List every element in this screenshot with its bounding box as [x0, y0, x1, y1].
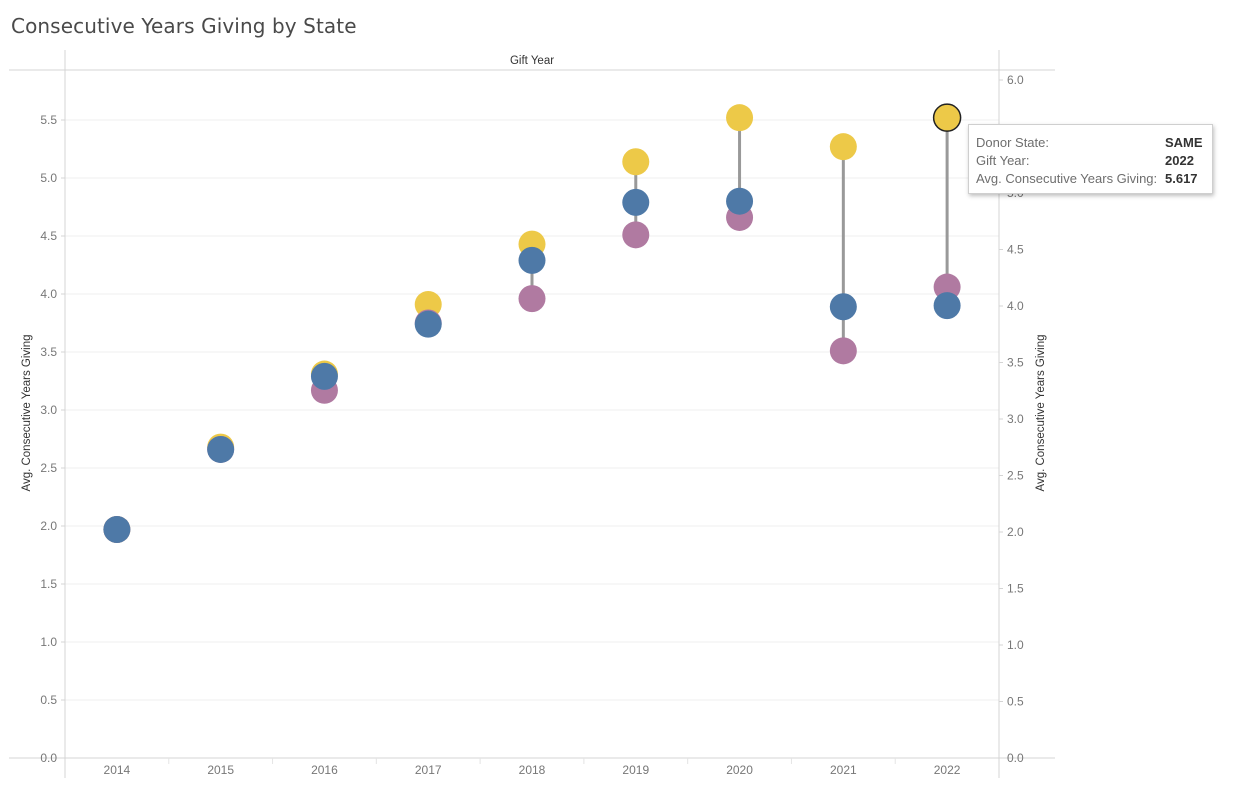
left-tick-label: 5.5	[40, 113, 57, 127]
left-tick-label: 3.5	[40, 345, 57, 359]
right-tick-label: 2.5	[1007, 469, 1024, 483]
tooltip-row-avg-years: Avg. Consecutive Years Giving: 5.617	[976, 170, 1198, 186]
x-tick-label: 2020	[726, 763, 753, 777]
tooltip-row-donor-state: Donor State: SAME	[976, 134, 1203, 150]
chart-frame	[9, 50, 1055, 778]
data-point	[310, 362, 338, 390]
x-tick-label: 2019	[622, 763, 649, 777]
gridlines	[65, 119, 999, 759]
data-point	[414, 310, 442, 338]
data-point	[726, 104, 754, 132]
right-tick-label: 2.0	[1007, 525, 1024, 539]
right-tick-label: 3.5	[1007, 356, 1024, 370]
right-tick-label: 4.0	[1007, 299, 1024, 313]
x-tick-label: 2017	[415, 763, 442, 777]
x-tick-label: 2016	[311, 763, 338, 777]
column-header: Gift Year	[510, 55, 554, 67]
x-tick-label: 2018	[519, 763, 546, 777]
left-tick-label: 2.0	[40, 519, 57, 533]
right-tick-label: 3.0	[1007, 412, 1024, 426]
data-point	[622, 221, 650, 249]
data-point	[829, 293, 857, 321]
chart-title: Consecutive Years Giving by State	[11, 14, 357, 38]
data-point	[933, 292, 961, 320]
data-point	[518, 246, 546, 274]
x-tick-label: 2021	[830, 763, 857, 777]
left-tick-label: 0.0	[40, 751, 57, 765]
left-tick-label: 0.5	[40, 693, 57, 707]
x-tick-label: 2015	[207, 763, 234, 777]
left-tick-label: 4.0	[40, 287, 57, 301]
data-point	[829, 337, 857, 365]
data-point	[207, 435, 235, 463]
x-axis-ticks: 2014 2015 2016 2017 2018 2019 2020 2021 2022	[104, 758, 961, 777]
left-tick-label: 5.0	[40, 171, 57, 185]
left-axis-ticks: 0.0 0.5 1.0 1.5 2.0 2.5 3.0 3.5 4.0 4.5 5.0 5.5	[40, 113, 65, 765]
right-tick-label: 1.0	[1007, 638, 1024, 652]
data-point	[518, 285, 546, 313]
data-point	[414, 290, 442, 318]
tooltip-row-gift-year: Gift Year: 2022	[976, 152, 1194, 168]
left-tick-label: 1.0	[40, 635, 57, 649]
data-point	[933, 273, 961, 301]
right-tick-label: 0.5	[1007, 695, 1024, 709]
data-point	[103, 515, 131, 543]
x-tick-label: 2014	[104, 763, 131, 777]
data-point	[829, 133, 857, 161]
left-tick-label: 3.0	[40, 403, 57, 417]
data-point	[622, 148, 650, 176]
data-point	[726, 187, 754, 215]
highlighted-point	[932, 103, 962, 132]
tooltip: Donor State: SAME Gift Year: 2022 Avg. C…	[968, 124, 1213, 194]
left-tick-label: 1.5	[40, 577, 57, 591]
right-tick-label: 4.5	[1007, 243, 1024, 257]
right-tick-label: 0.0	[1007, 751, 1024, 765]
data-points	[103, 103, 962, 543]
left-axis-title: Avg. Consecutive Years Giving	[21, 334, 33, 491]
left-tick-label: 2.5	[40, 461, 57, 475]
data-point	[622, 188, 650, 216]
left-tick-label: 4.5	[40, 229, 57, 243]
right-axis-title: Avg. Consecutive Years Giving	[1035, 334, 1047, 491]
right-tick-label: 1.5	[1007, 582, 1024, 596]
right-tick-label: 6.0	[1007, 73, 1024, 87]
x-tick-label: 2022	[934, 763, 961, 777]
